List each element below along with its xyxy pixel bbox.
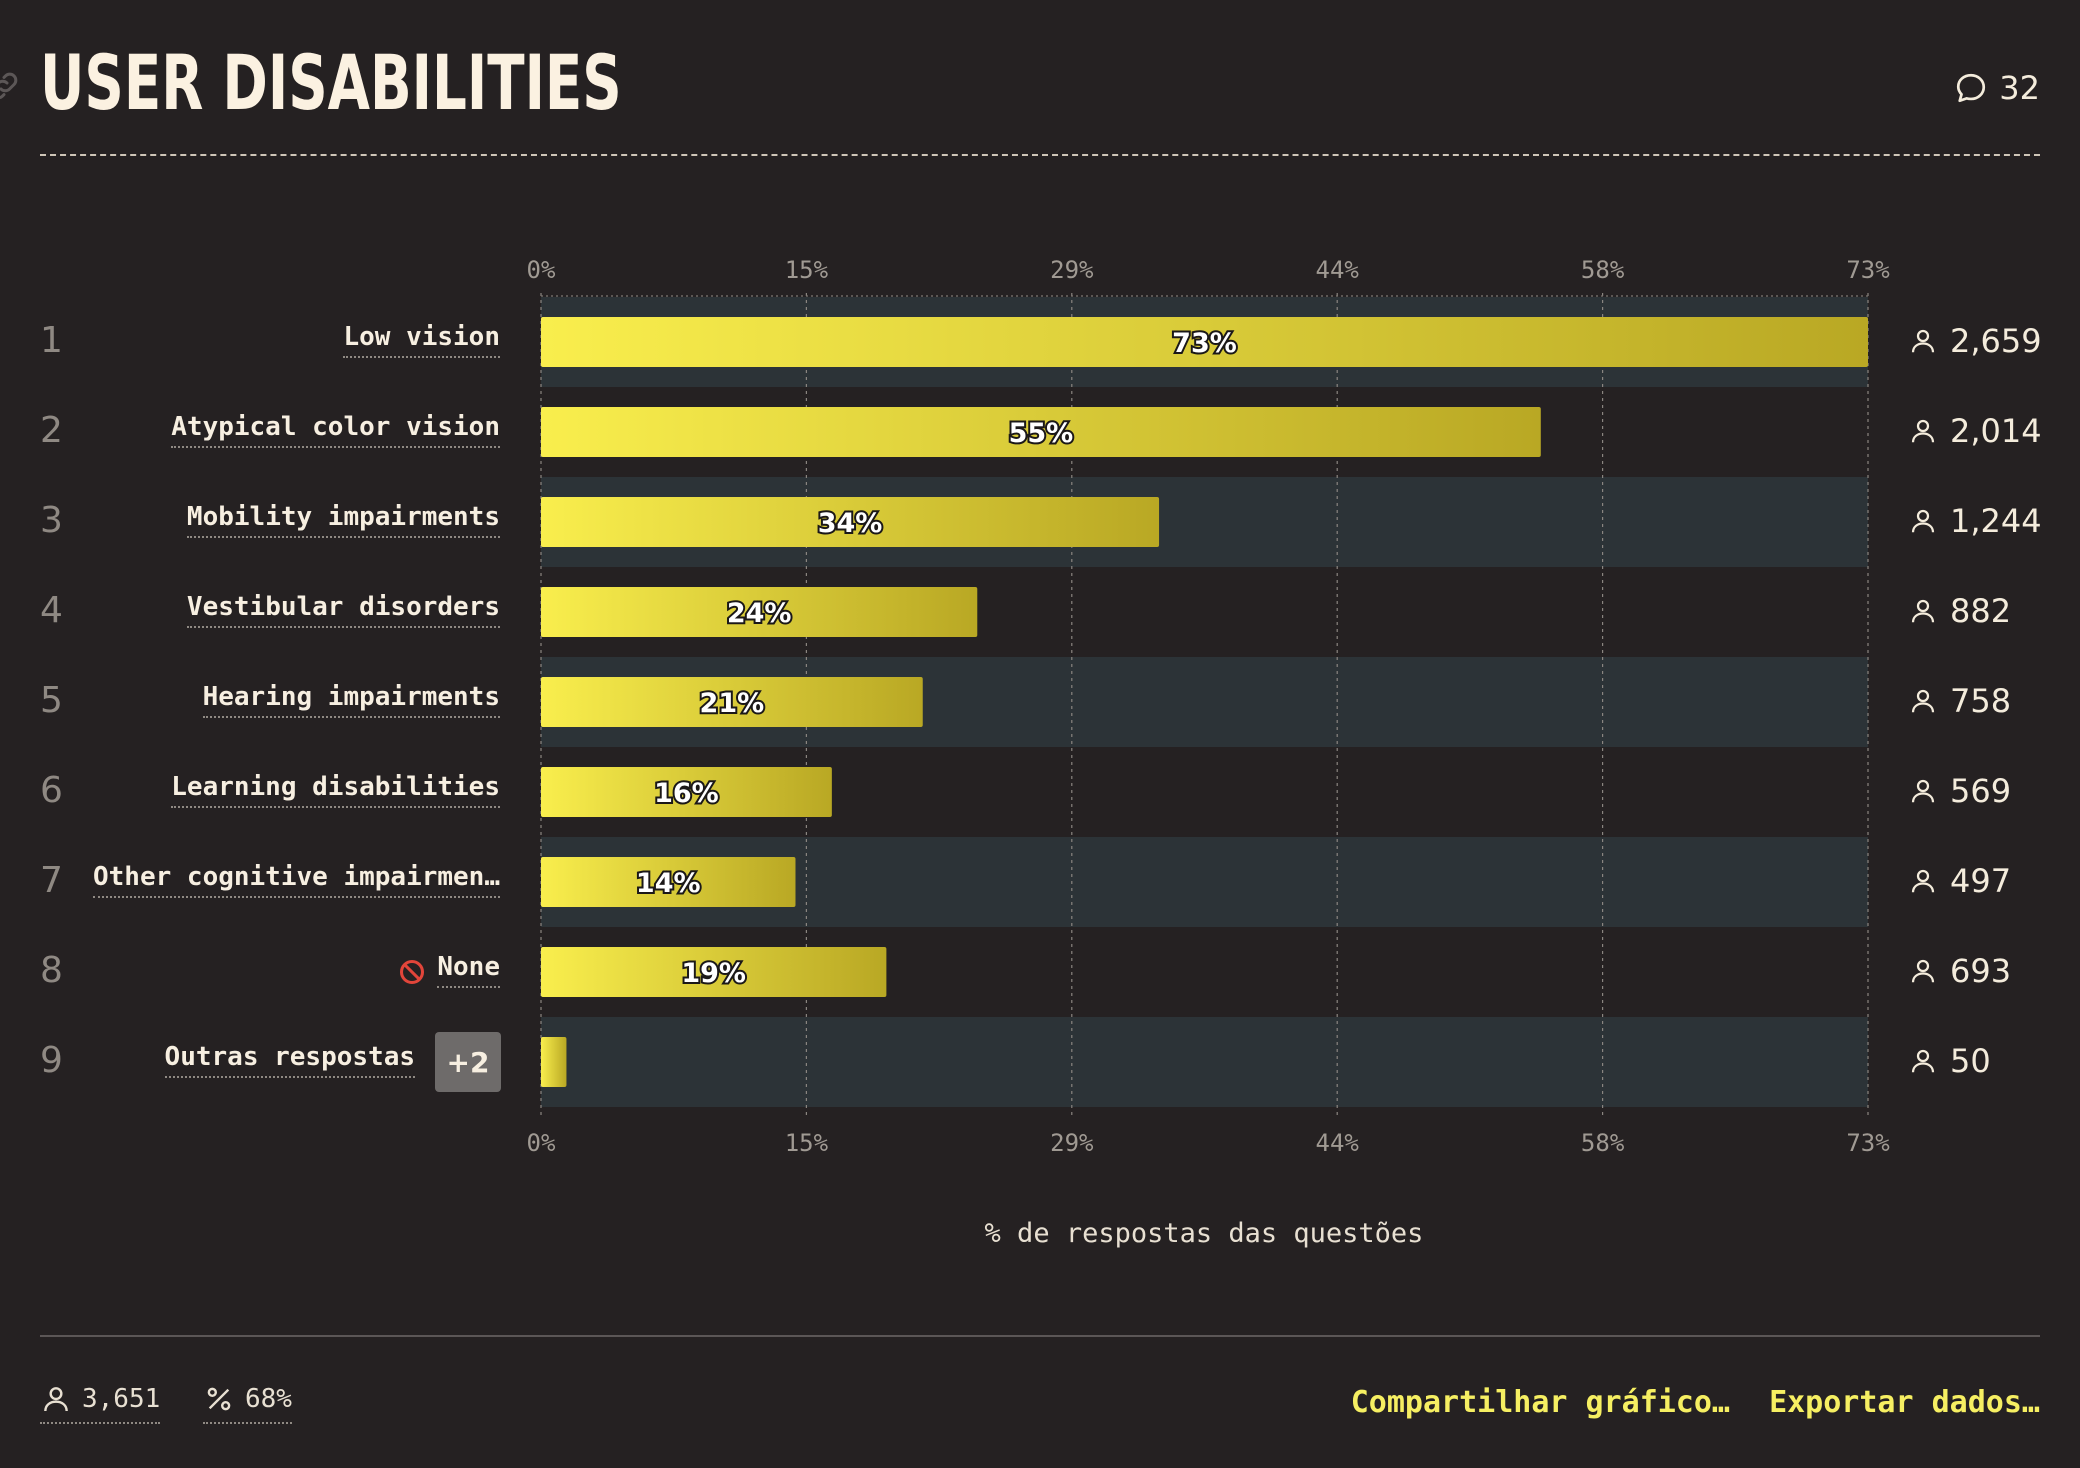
x-tick-label-bottom: 0% xyxy=(526,1129,556,1157)
row-count-value: 758 xyxy=(1950,682,2012,720)
row-rank: 9 xyxy=(40,1040,63,1081)
row-stripe xyxy=(541,1017,1868,1107)
row-rank: 7 xyxy=(40,860,63,901)
person-icon xyxy=(1911,959,1935,983)
row-count: 2,659 xyxy=(1908,322,2042,360)
bar-value-label: 16% xyxy=(654,778,719,809)
row-count: 497 xyxy=(1908,862,2011,900)
bar xyxy=(541,677,923,727)
x-tick-label-bottom: 29% xyxy=(1050,1129,1094,1157)
bar xyxy=(541,857,796,907)
link-icon[interactable] xyxy=(0,68,22,104)
bar xyxy=(541,587,978,637)
respondents-stat[interactable]: 3,651 xyxy=(40,1380,161,1424)
bar xyxy=(541,767,832,817)
row-count-value: 693 xyxy=(1950,952,2012,990)
person-icon xyxy=(1911,689,1935,713)
x-tick-label-bottom: 15% xyxy=(784,1129,829,1157)
person-icon xyxy=(1911,869,1935,893)
no-entry-icon xyxy=(399,959,425,985)
row-label[interactable]: None xyxy=(437,952,500,988)
row-rank: 6 xyxy=(40,770,63,811)
bar-value-label: 14% xyxy=(636,868,701,899)
person-icon xyxy=(44,1387,68,1412)
share-chart-link[interactable]: Compartilhar gráfico… xyxy=(1350,1385,1730,1420)
bar-value-label: 21% xyxy=(700,688,765,719)
row-label[interactable]: Mobility impairments xyxy=(186,502,500,538)
row-count: 758 xyxy=(1908,682,2011,720)
row-count: 882 xyxy=(1908,592,2011,630)
x-tick-label-bottom: 73% xyxy=(1846,1129,1890,1157)
x-tick-label-top: 15% xyxy=(784,256,829,284)
row-count-value: 1,244 xyxy=(1950,502,2042,540)
bar-value-label: 24% xyxy=(727,598,792,629)
row-rank: 2 xyxy=(40,410,63,451)
person-icon xyxy=(1911,329,1935,353)
bar-value-label: 55% xyxy=(1009,418,1074,449)
row-count-value: 569 xyxy=(1950,772,2012,810)
row-count: 2,014 xyxy=(1908,412,2042,450)
x-tick-label-bottom: 44% xyxy=(1315,1129,1359,1157)
x-tick-label-top: 29% xyxy=(1050,256,1094,284)
bar-value-label: 34% xyxy=(818,508,883,539)
bar xyxy=(541,947,887,997)
row-count: 50 xyxy=(1908,1042,1991,1080)
row-rank: 4 xyxy=(40,590,63,631)
row-rank: 8 xyxy=(40,950,63,991)
row-count: 1,244 xyxy=(1908,502,2042,540)
respondents-count: 3,651 xyxy=(82,1384,161,1414)
row-rank: 3 xyxy=(40,500,63,541)
x-tick-label-top: 0% xyxy=(526,256,556,284)
row-count-value: 50 xyxy=(1950,1042,1991,1080)
row-rank: 5 xyxy=(40,680,63,721)
x-tick-label-bottom: 58% xyxy=(1580,1129,1625,1157)
person-icon xyxy=(1911,599,1935,623)
person-icon xyxy=(1911,779,1935,803)
row-label[interactable]: Low vision xyxy=(343,322,500,358)
row-label[interactable]: Other cognitive impairmen… xyxy=(93,862,500,898)
header-divider xyxy=(40,154,2040,156)
more-answers-badge[interactable]: +2 xyxy=(435,1032,501,1092)
comment-count: 32 xyxy=(1999,69,2040,107)
bar xyxy=(541,1037,567,1087)
percent-stat[interactable]: 68% xyxy=(203,1380,292,1424)
row-count: 569 xyxy=(1908,772,2011,810)
row-label[interactable]: Hearing impairments xyxy=(202,682,500,718)
bar xyxy=(541,497,1160,547)
row-count-value: 882 xyxy=(1950,592,2012,630)
x-tick-label-top: 44% xyxy=(1315,256,1359,284)
x-tick-label-top: 58% xyxy=(1580,256,1625,284)
person-icon xyxy=(1911,509,1935,533)
row-label[interactable]: Outras respostas xyxy=(164,1042,415,1078)
x-tick-label-top: 73% xyxy=(1846,256,1890,284)
row-count-value: 2,014 xyxy=(1950,412,2042,450)
row-count: 693 xyxy=(1908,952,2011,990)
bar xyxy=(541,317,1868,367)
bar-value-label: 19% xyxy=(681,958,746,989)
footer-divider xyxy=(40,1335,2040,1337)
page-title: USER DISABILITIES xyxy=(40,38,622,127)
row-count-value: 497 xyxy=(1950,862,2012,900)
row-label[interactable]: Vestibular disorders xyxy=(186,592,500,628)
row-label[interactable]: Atypical color vision xyxy=(171,412,500,448)
row-label[interactable]: Learning disabilities xyxy=(171,772,500,808)
bar-value-label: 73% xyxy=(1172,328,1237,359)
person-icon xyxy=(1911,1049,1935,1073)
x-axis-title: % de respostas das questões xyxy=(984,1218,1424,1249)
percent-icon xyxy=(207,1387,231,1411)
percent-value: 68% xyxy=(245,1384,292,1414)
row-rank: 1 xyxy=(40,320,63,361)
export-data-link[interactable]: Exportar dados… xyxy=(1769,1385,2040,1420)
comments-button[interactable]: 32 xyxy=(1953,66,2040,110)
row-count-value: 2,659 xyxy=(1950,322,2042,360)
person-icon xyxy=(1911,419,1935,443)
comment-icon xyxy=(1957,73,1986,103)
bar xyxy=(541,407,1541,457)
